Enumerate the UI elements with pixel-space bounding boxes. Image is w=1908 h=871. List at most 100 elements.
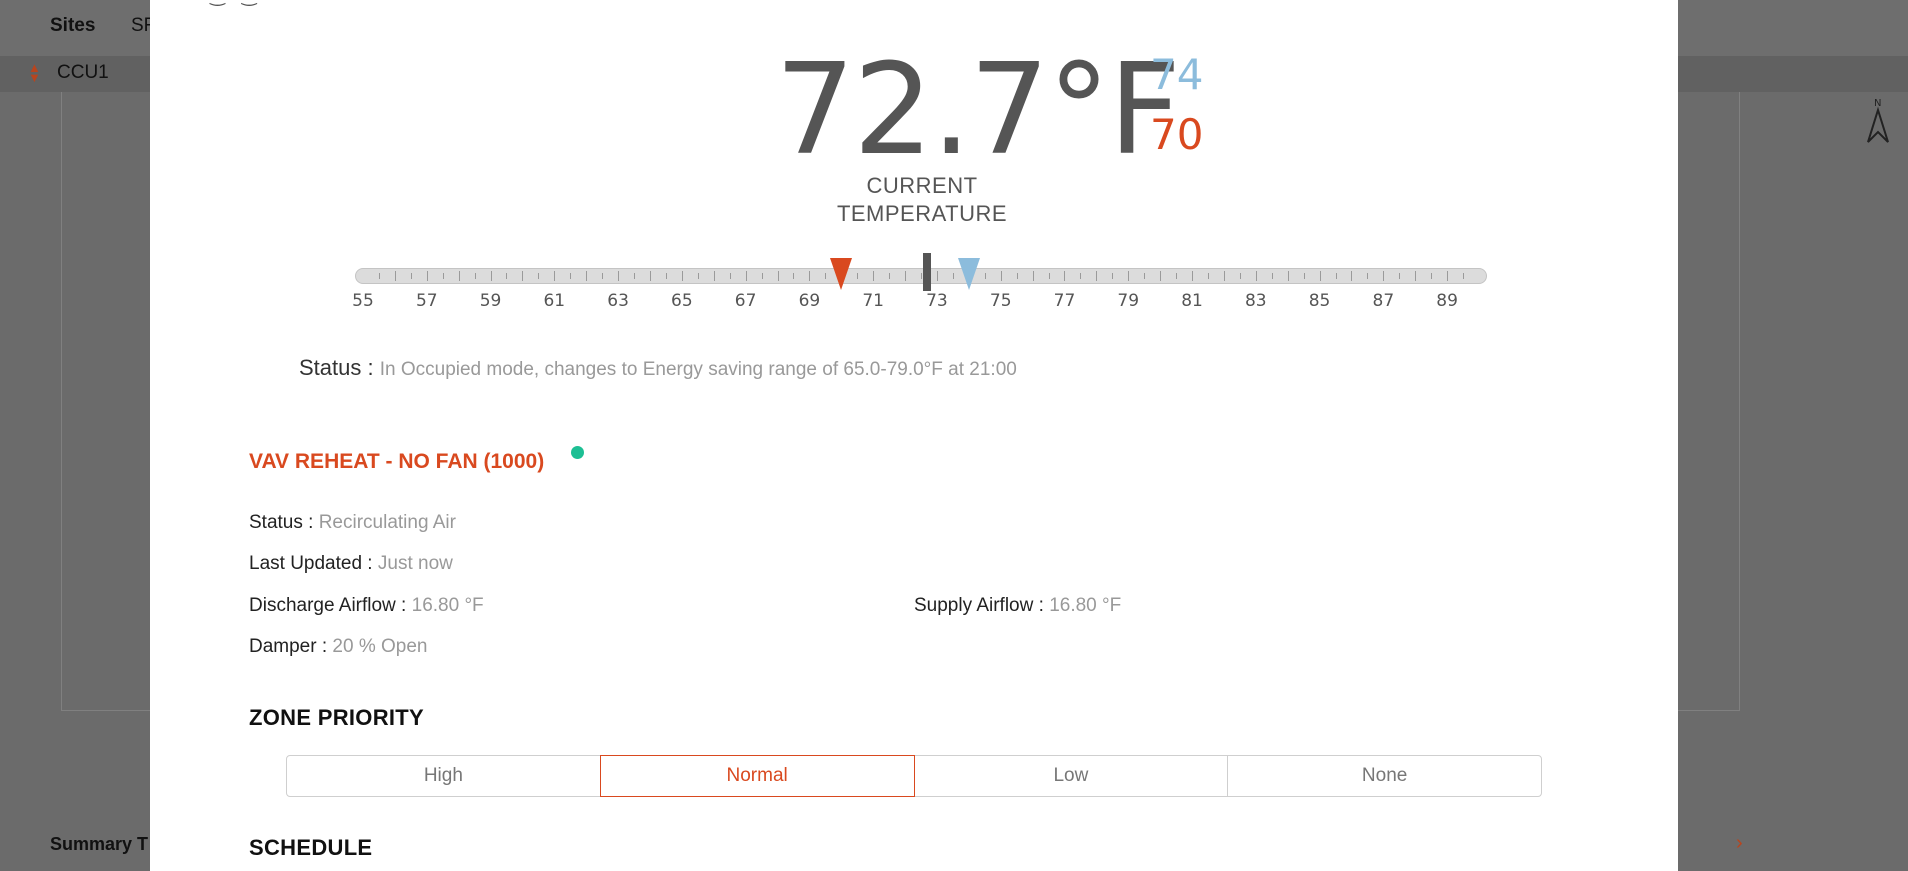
slider-tick bbox=[1271, 273, 1273, 279]
slider-tick-label: 71 bbox=[862, 291, 884, 311]
slider-tick bbox=[1447, 271, 1449, 281]
equipment-status-value: Recirculating Air bbox=[318, 512, 456, 533]
nav-tab-secondary[interactable]: SF bbox=[131, 15, 156, 36]
heating-setpoint: 70 bbox=[1150, 110, 1204, 159]
slider-tick-label: 69 bbox=[798, 291, 821, 311]
priority-option-low[interactable]: Low bbox=[913, 755, 1229, 797]
schedule-title: SCHEDULE bbox=[249, 835, 373, 860]
discharge-airflow: Discharge Airflow : 16.80 °F bbox=[249, 595, 484, 617]
slider-tick bbox=[1080, 273, 1082, 279]
cooling-setpoint: 74 bbox=[1150, 50, 1204, 99]
slider-tick bbox=[889, 273, 891, 279]
slider-tick bbox=[410, 273, 412, 279]
slider-tick bbox=[506, 273, 508, 279]
slider-tick-label: 67 bbox=[734, 291, 757, 311]
damper-value: 20 % Open bbox=[332, 636, 428, 657]
slider-tick bbox=[745, 271, 747, 281]
slider-tick bbox=[777, 271, 779, 281]
slider-tick-label: 61 bbox=[543, 291, 566, 311]
current-temperature-marker bbox=[923, 253, 932, 291]
slider-tick bbox=[586, 271, 588, 281]
slider-tick bbox=[1351, 271, 1353, 281]
equipment-status: Status : Recirculating Air bbox=[249, 512, 456, 534]
current-temperature: 72.7°F bbox=[775, 36, 1181, 183]
slider-tick bbox=[426, 271, 428, 281]
slider-tick-label: 75 bbox=[989, 291, 1012, 311]
equipment-title: VAV REHEAT - NO FAN (1000) bbox=[249, 450, 545, 473]
slider-tick bbox=[442, 273, 444, 279]
svg-text:N: N bbox=[1874, 98, 1881, 109]
priority-option-high[interactable]: High bbox=[286, 755, 601, 797]
priority-option-normal[interactable]: Normal bbox=[599, 755, 915, 797]
zone-status-value: In Occupied mode, changes to Energy savi… bbox=[379, 359, 1017, 380]
slider-tick bbox=[952, 273, 954, 279]
slider-tick bbox=[1160, 271, 1162, 281]
slider-tick bbox=[1192, 271, 1194, 281]
last-updated-label: Last Updated : bbox=[249, 553, 373, 574]
slider-tick bbox=[697, 273, 699, 279]
supply-airflow-value: 16.80 °F bbox=[1049, 595, 1122, 616]
slider-tick bbox=[905, 271, 907, 281]
nav-tab-sites[interactable]: Sites bbox=[50, 15, 96, 36]
last-updated: Last Updated : Just now bbox=[249, 553, 453, 575]
equipment-status-label: Status : bbox=[249, 512, 314, 533]
slider-tick bbox=[1144, 273, 1146, 279]
slider-tick bbox=[490, 271, 492, 281]
slider-tick bbox=[1415, 271, 1417, 281]
slider-tick bbox=[936, 271, 938, 281]
last-updated-value: Just now bbox=[377, 553, 453, 574]
slider-tick bbox=[538, 273, 540, 279]
slider-tick bbox=[713, 271, 715, 281]
heating-setpoint-handle[interactable] bbox=[830, 258, 853, 290]
slider-tick bbox=[602, 273, 604, 279]
slider-tick bbox=[1335, 273, 1337, 279]
zone-priority-title: ZONE PRIORITY bbox=[249, 705, 425, 730]
damper: Damper : 20 % Open bbox=[249, 636, 428, 658]
damper-label: Damper : bbox=[249, 636, 328, 657]
slider-tick bbox=[1207, 273, 1209, 279]
slider-tick bbox=[649, 271, 651, 281]
slider-tick bbox=[921, 273, 922, 279]
supply-airflow: Supply Airflow : 16.80 °F bbox=[914, 595, 1121, 617]
slider-tick-label: 81 bbox=[1181, 291, 1203, 311]
slider-tick-label: 87 bbox=[1372, 291, 1395, 311]
current-label-line1: CURRENT bbox=[866, 173, 978, 198]
ccu-selector[interactable]: CCU1 bbox=[57, 62, 109, 83]
modal-title-cropped: ⁀ ‿ ͝ ͝ ‿ ͝ bbox=[190, 0, 262, 7]
online-status-dot bbox=[571, 446, 584, 459]
slider-tick bbox=[1287, 271, 1289, 281]
slider-tick-label: 59 bbox=[479, 291, 502, 311]
slider-tick bbox=[378, 273, 380, 279]
slider-tick bbox=[984, 273, 986, 279]
slider-tick bbox=[665, 273, 667, 279]
slider-tick bbox=[1032, 271, 1034, 281]
slider-tick bbox=[634, 273, 636, 279]
slider-tick bbox=[1463, 273, 1465, 279]
slider-tick bbox=[1112, 273, 1114, 279]
slider-tick bbox=[1303, 273, 1305, 279]
temperature-range-slider[interactable]: 55 57 59 61 63 65 67 69 71 73 75 77 79 81 83 85 87 89 bbox=[352, 253, 1487, 328]
slider-tick-label: 55 bbox=[352, 291, 374, 311]
slider-tick-label: 79 bbox=[1117, 291, 1140, 311]
slider-tick bbox=[857, 273, 859, 279]
current-label-line2: TEMPERATURE bbox=[836, 201, 1008, 226]
slider-tick bbox=[1319, 271, 1321, 281]
zone-status: Status : In Occupied mode, changes to En… bbox=[299, 355, 1017, 381]
chevron-right-icon[interactable]: › bbox=[1736, 832, 1743, 854]
slider-tick bbox=[825, 273, 827, 279]
slider-tick-label: 63 bbox=[607, 291, 629, 311]
priority-option-none[interactable]: None bbox=[1227, 755, 1542, 797]
cooling-setpoint-handle[interactable] bbox=[957, 258, 980, 290]
slider-tick bbox=[729, 273, 731, 279]
slider-tick bbox=[570, 273, 572, 279]
slider-tick bbox=[1000, 271, 1002, 281]
slider-tick bbox=[681, 271, 683, 281]
selector-arrows-icon[interactable]: ▲ ▼ bbox=[28, 60, 41, 85]
slider-tick bbox=[1223, 271, 1225, 281]
slider-tick-label: 85 bbox=[1308, 291, 1331, 311]
slider-tick-label: 83 bbox=[1244, 291, 1267, 311]
slider-tick-label: 73 bbox=[926, 291, 948, 311]
slider-tick bbox=[1048, 273, 1050, 279]
slider-tick bbox=[554, 271, 556, 281]
slider-tick bbox=[1239, 273, 1241, 279]
